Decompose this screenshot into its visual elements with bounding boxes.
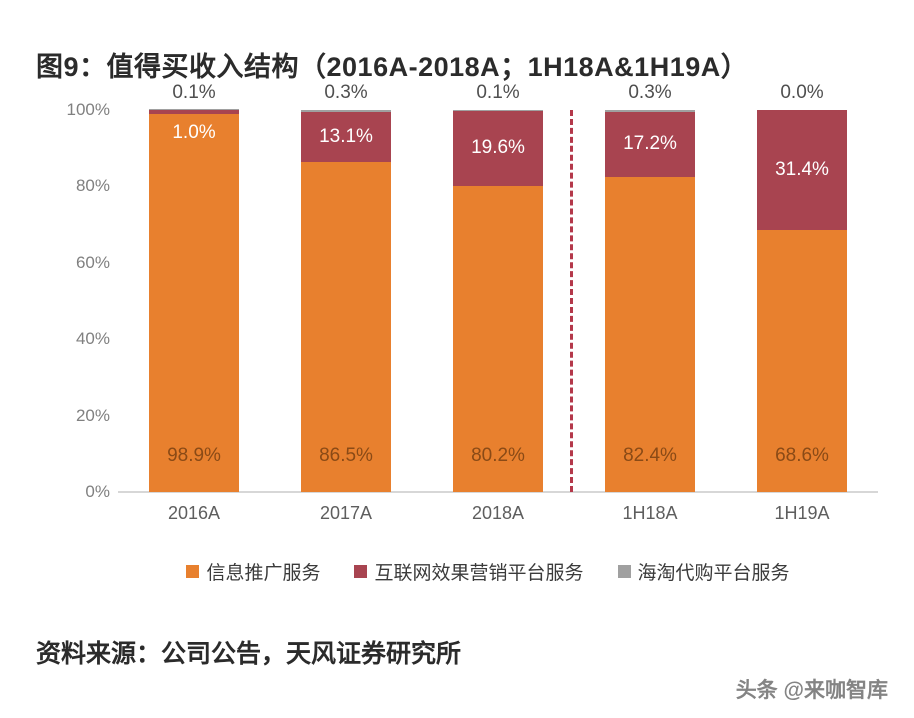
legend-swatch-icon xyxy=(354,565,368,578)
bar-top-label: 0.1% xyxy=(476,82,520,103)
y-axis-tick-label: 40% xyxy=(75,329,110,349)
page-title: 图9：值得买收入结构（2016A-2018A；1H18A&1H19A） xyxy=(36,52,749,82)
bar-segment-secondary[interactable]: 17.2% xyxy=(605,111,695,178)
legend-swatch-icon xyxy=(617,565,631,578)
bar-segment-primary-label: 80.2% xyxy=(471,445,525,466)
y-axis: 0% 20% 40% 60% 80% 100% xyxy=(42,100,110,501)
bar-segment-tertiary[interactable] xyxy=(301,110,391,112)
bar-segment-primary[interactable]: 80.2% xyxy=(453,185,543,492)
bar-column-1h18a[interactable]: 82.4% 17.2% 0.3% xyxy=(605,82,695,492)
watermark: 头条 @来咖智库 xyxy=(735,679,888,702)
period-divider-line xyxy=(570,110,573,492)
bar-segment-secondary[interactable]: 13.1% xyxy=(301,111,391,162)
plot-area: 98.9% 1.0% 0.1% 86.5% 13.1% 0.3% 80.2% 19.6% 0.1… xyxy=(118,82,878,492)
bar-top-label: 0.0% xyxy=(780,82,824,103)
bar-segment-tertiary[interactable] xyxy=(149,109,239,111)
x-axis-category-label: 2018A xyxy=(471,503,525,523)
legend-label: 互联网效果营销平台服务 xyxy=(374,563,584,584)
bar-top-label: 0.3% xyxy=(324,82,368,103)
y-axis-tick-label: 100% xyxy=(66,100,110,119)
bar-segment-primary[interactable]: 86.5% xyxy=(301,161,391,492)
y-axis-tick-label: 80% xyxy=(75,176,110,196)
legend-swatch-icon xyxy=(186,565,200,578)
bar-segment-secondary-label: 1.0% xyxy=(172,122,216,144)
y-axis-tick-label: 60% xyxy=(75,252,110,272)
x-axis-baseline xyxy=(118,491,878,493)
bar-segment-tertiary[interactable] xyxy=(605,110,695,112)
bar-segment-primary-label: 68.6% xyxy=(775,445,829,466)
bar-segment-secondary-label: 19.6% xyxy=(471,137,525,159)
legend-label: 信息推广服务 xyxy=(206,563,321,584)
bar-segment-secondary-label: 31.4% xyxy=(775,158,829,180)
x-axis-category-label: 1H19A xyxy=(774,503,830,523)
bar-segment-secondary[interactable]: 31.4% xyxy=(757,110,847,230)
bar-segment-primary-label: 82.4% xyxy=(623,445,677,466)
x-axis-category-label: 2017A xyxy=(319,503,373,523)
legend-item-3[interactable]: 海淘代购平台服务 xyxy=(617,558,790,585)
y-axis-tick-label: 0% xyxy=(85,482,110,501)
legend-label: 海淘代购平台服务 xyxy=(637,563,790,584)
bar-segment-primary[interactable]: 98.9% xyxy=(149,114,239,492)
bar-segment-secondary-label: 13.1% xyxy=(319,125,373,147)
bar-column-2017a[interactable]: 86.5% 13.1% 0.3% xyxy=(301,82,391,492)
chart-legend: 信息推广服务 互联网效果营销平台服务 海淘代购平台服务 xyxy=(118,558,858,585)
bar-segment-secondary-label: 17.2% xyxy=(623,133,677,155)
bar-top-label: 0.1% xyxy=(172,82,216,103)
bar-column-1h19a[interactable]: 68.6% 31.4% 0.0% xyxy=(757,82,847,492)
y-axis-tick-label: 20% xyxy=(75,405,110,425)
bar-segment-secondary[interactable]: 19.6% xyxy=(453,110,543,186)
x-axis-category-label: 1H18A xyxy=(622,503,678,523)
legend-item-1[interactable]: 信息推广服务 xyxy=(186,558,320,585)
bar-top-label: 0.3% xyxy=(628,82,672,103)
source-note: 资料来源：公司公告，天风证券研究所 xyxy=(36,640,462,668)
legend-item-2[interactable]: 互联网效果营销平台服务 xyxy=(354,558,584,585)
x-axis-category-label: 2016A xyxy=(167,503,221,523)
bar-segment-tertiary[interactable] xyxy=(453,109,543,111)
bar-column-2016a[interactable]: 98.9% 1.0% 0.1% xyxy=(149,82,239,492)
bar-segment-primary[interactable]: 68.6% xyxy=(757,229,847,492)
bar-column-2018a[interactable]: 80.2% 19.6% 0.1% xyxy=(453,82,543,492)
bar-segment-primary[interactable]: 82.4% xyxy=(605,177,695,492)
bar-segment-primary-label: 98.9% xyxy=(167,445,221,466)
bar-segment-secondary[interactable] xyxy=(149,110,239,115)
bar-segment-primary-label: 86.5% xyxy=(319,445,373,466)
